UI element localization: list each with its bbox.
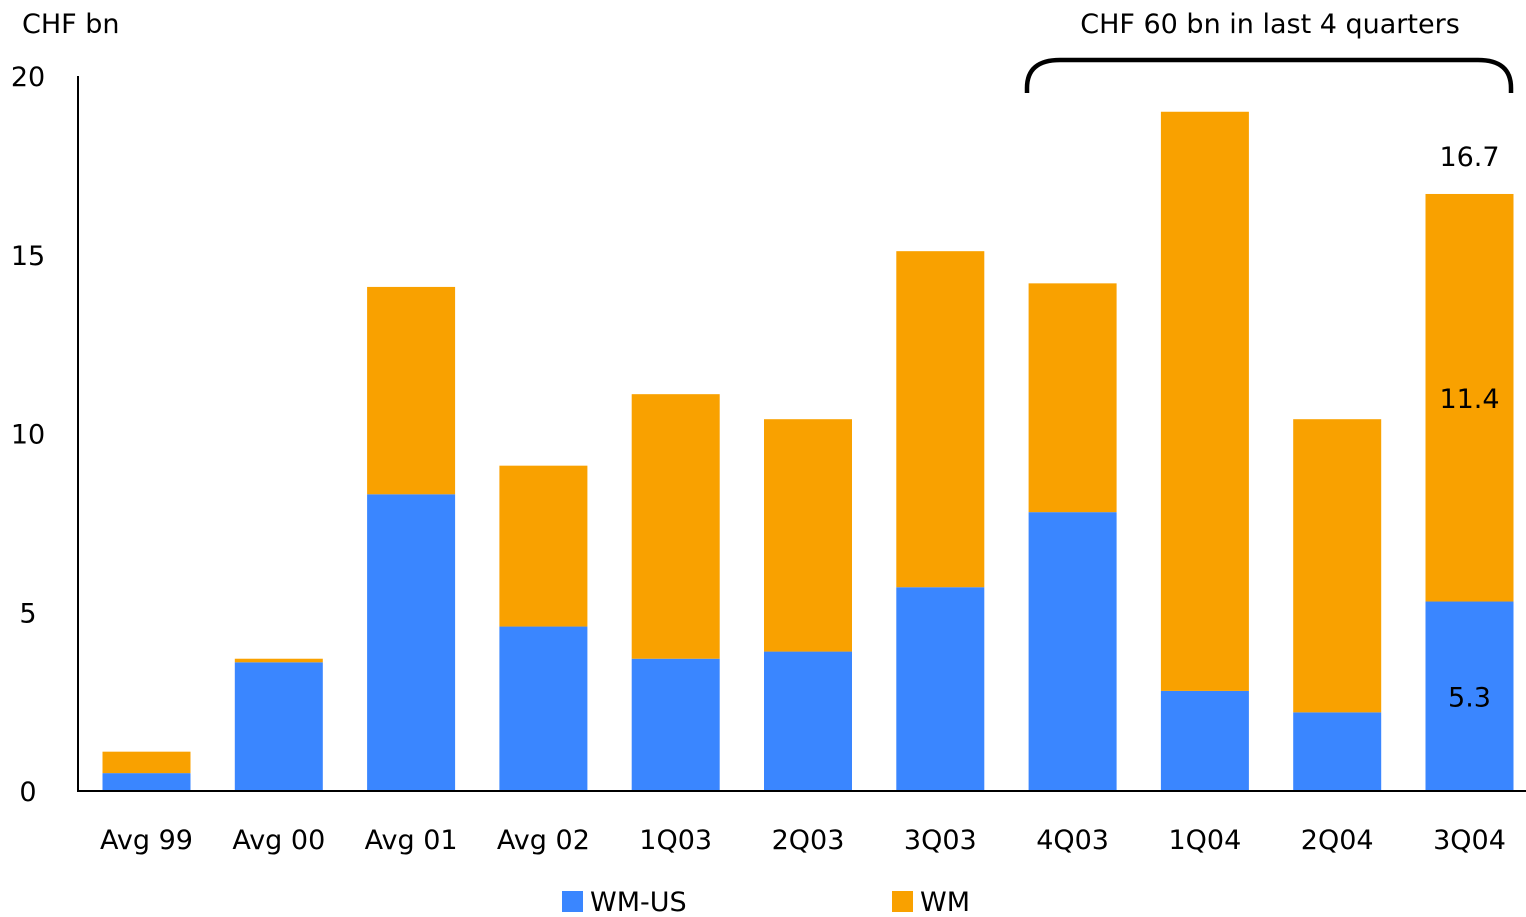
x-tick-label: Avg 00 [232, 825, 325, 856]
legend-swatch [892, 891, 913, 912]
bar-segment [1028, 283, 1117, 513]
bar-segment [1160, 690, 1249, 791]
x-tick-label: 2Q04 [1301, 825, 1374, 856]
bar-segment [764, 651, 852, 791]
y-tick-label: 10 [11, 420, 45, 451]
bar-segment [1425, 601, 1514, 791]
bar-segment [234, 658, 323, 663]
bars [102, 111, 1514, 791]
bar-segment [631, 658, 720, 791]
x-tick-label: Avg 01 [365, 825, 458, 856]
x-tick-label: Avg 99 [100, 825, 193, 856]
bar-segment [1160, 111, 1249, 691]
y-tick-label: 5 [19, 598, 36, 629]
y-tick-label: 0 [19, 777, 36, 808]
bar-segment [631, 394, 720, 659]
bar-segment [367, 286, 456, 495]
x-tick-label: 3Q04 [1433, 825, 1506, 856]
bar-segment [896, 251, 985, 588]
annotation-text: CHF 60 bn in last 4 quarters [1080, 9, 1460, 40]
bar-segment [1028, 512, 1117, 791]
legend-swatch [562, 891, 583, 912]
y-tick-label: 15 [11, 241, 45, 272]
unit-label: CHF bn [22, 9, 120, 40]
x-tick-label: Avg 02 [497, 825, 590, 856]
bar-segment [102, 751, 191, 774]
x-tick-label: 3Q03 [904, 825, 977, 856]
bar-segment [499, 465, 588, 627]
annotation-bracket [1024, 57, 1514, 93]
y-axis: 0 5 10 15 20 [11, 62, 79, 808]
bar-segment [234, 662, 323, 791]
bar-segment [367, 494, 456, 791]
bar-segment [1425, 193, 1514, 602]
x-tick-label: 1Q03 [639, 825, 712, 856]
legend-label: WM [920, 887, 970, 917]
legend: WM-US WM [562, 887, 970, 917]
y-tick-label: 20 [11, 62, 45, 93]
bar-segment [102, 773, 191, 791]
legend-label: WM-US [590, 887, 687, 917]
bar-segment [896, 587, 985, 791]
data-label: 5.3 [1448, 682, 1491, 713]
data-label: 16.7 [1439, 142, 1499, 173]
bar-segment [499, 626, 588, 791]
x-tick-label: 1Q04 [1169, 825, 1242, 856]
x-axis: Avg 99 Avg 00 Avg 01 Avg 02 1Q03 2Q03 3Q03 4Q03… [77, 790, 1526, 856]
data-labels: 5.3 11.4 16.7 [1439, 142, 1499, 713]
bar-segment [1293, 712, 1382, 791]
bar-segment [764, 419, 852, 652]
x-tick-label: 4Q03 [1036, 825, 1109, 856]
x-tick-label: 2Q03 [772, 825, 845, 856]
bar-segment [1293, 419, 1382, 713]
data-label: 11.4 [1439, 384, 1499, 415]
